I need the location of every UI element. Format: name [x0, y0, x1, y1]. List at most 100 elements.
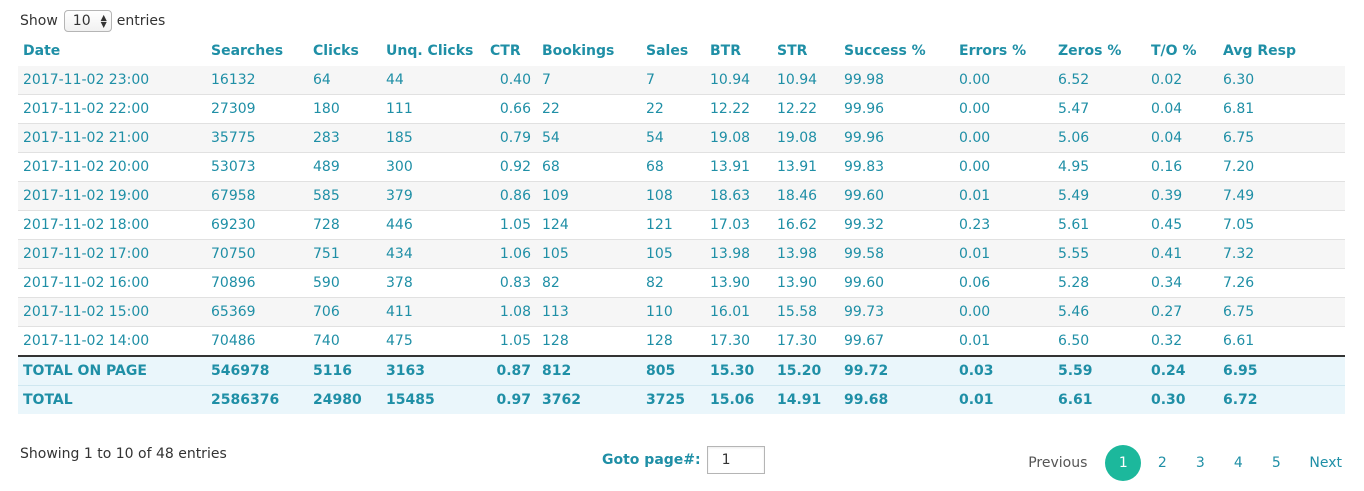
total-cell-t-o: 0.24	[1146, 355, 1218, 386]
cell-errors: 0.01	[954, 181, 1053, 211]
column-header-btr[interactable]: BTR	[710, 43, 742, 59]
table-row: 2017-11-02 16:00 70896 590 378 0.83 82 82 13.90…	[18, 268, 1345, 298]
column-header-bookings[interactable]: Bookings	[542, 43, 615, 59]
total-cell-searches: 546978	[206, 355, 308, 386]
column-header-avg-resp[interactable]: Avg Resp	[1223, 43, 1296, 59]
cell-btr: 12.22	[705, 94, 772, 124]
cell-zeros: 6.50	[1053, 326, 1146, 356]
total-cell-clicks: 24980	[308, 385, 381, 414]
cell-success: 99.60	[839, 268, 954, 298]
cell-ctr: 0.79	[485, 123, 537, 153]
page-1-button[interactable]: 1	[1105, 445, 1142, 481]
column-header-zeros[interactable]: Zeros %	[1058, 43, 1122, 59]
table-row: 2017-11-02 22:00 27309 180 111 0.66 22 22 12.22…	[18, 94, 1345, 124]
goto-page: Goto page#:	[602, 446, 765, 474]
cell-searches: 70486	[206, 326, 308, 356]
cell-clicks: 283	[308, 123, 381, 153]
cell-avg-resp: 6.61	[1218, 326, 1345, 356]
cell-clicks: 728	[308, 210, 381, 240]
column-header-ctr[interactable]: CTR	[490, 43, 521, 59]
page-2-button[interactable]: 2	[1157, 455, 1167, 471]
page-length-select[interactable]: 10 ▲ ▼	[63, 10, 112, 32]
page-5-button[interactable]: 5	[1271, 455, 1281, 471]
cell-date: 2017-11-02 23:00	[18, 66, 206, 95]
table-row: 2017-11-02 14:00 70486 740 475 1.05 128 128 17.…	[18, 326, 1345, 356]
page-3-button[interactable]: 3	[1195, 455, 1205, 471]
cell-str: 19.08	[772, 123, 839, 153]
cell-searches: 69230	[206, 210, 308, 240]
total-cell-bookings: 812	[537, 355, 641, 386]
cell-success: 99.58	[839, 239, 954, 269]
column-header-searches[interactable]: Searches	[211, 43, 284, 59]
column-header-t-o[interactable]: T/O %	[1151, 43, 1197, 59]
cell-clicks: 489	[308, 152, 381, 182]
total-cell-success: 99.72	[839, 355, 954, 386]
cell-bookings: 54	[537, 123, 641, 153]
cell-bookings: 113	[537, 297, 641, 327]
cell-t-o: 0.32	[1146, 326, 1218, 356]
cell-str: 10.94	[772, 66, 839, 95]
column-header-date[interactable]: Date	[23, 43, 61, 59]
column-header-clicks[interactable]: Clicks	[313, 43, 359, 59]
cell-date: 2017-11-02 20:00	[18, 152, 206, 182]
total-cell-avg-resp: 6.72	[1218, 385, 1345, 414]
cell-str: 16.62	[772, 210, 839, 240]
cell-ctr: 0.83	[485, 268, 537, 298]
cell-btr: 13.90	[705, 268, 772, 298]
total-cell-clicks: 5116	[308, 355, 381, 386]
cell-success: 99.98	[839, 66, 954, 95]
cell-btr: 13.98	[705, 239, 772, 269]
previous-page-button[interactable]: Previous	[1028, 455, 1088, 471]
total-row: TOTAL 2586376 24980 15485 0.97 3762 3725 15.06 1…	[18, 385, 1345, 414]
cell-str: 12.22	[772, 94, 839, 124]
cell-unq-clicks: 379	[381, 181, 485, 211]
next-page-button[interactable]: Next	[1309, 455, 1342, 471]
column-header-str[interactable]: STR	[777, 43, 808, 59]
cell-searches: 65369	[206, 297, 308, 327]
cell-date: 2017-11-02 14:00	[18, 326, 206, 356]
cell-clicks: 180	[308, 94, 381, 124]
cell-btr: 19.08	[705, 123, 772, 153]
column-header-errors[interactable]: Errors %	[959, 43, 1027, 59]
column-header-sales[interactable]: Sales	[646, 43, 689, 59]
cell-sales: 128	[641, 326, 705, 356]
cell-avg-resp: 6.30	[1218, 66, 1345, 95]
cell-searches: 27309	[206, 94, 308, 124]
cell-errors: 0.01	[954, 239, 1053, 269]
goto-page-input[interactable]	[706, 446, 765, 474]
cell-ctr: 1.05	[485, 210, 537, 240]
total-cell-success: 99.68	[839, 385, 954, 414]
cell-avg-resp: 7.32	[1218, 239, 1345, 269]
cell-success: 99.96	[839, 123, 954, 153]
cell-ctr: 0.40	[485, 66, 537, 95]
column-header-unq-clicks[interactable]: Unq. Clicks	[386, 43, 474, 59]
cell-bookings: 7	[537, 66, 641, 95]
table-info: Showing 1 to 10 of 48 entries	[20, 446, 227, 462]
cell-bookings: 105	[537, 239, 641, 269]
cell-avg-resp: 6.75	[1218, 123, 1345, 153]
cell-unq-clicks: 300	[381, 152, 485, 182]
cell-errors: 0.01	[954, 326, 1053, 356]
cell-zeros: 5.06	[1053, 123, 1146, 153]
total-on-page-row: TOTAL ON PAGE 546978 5116 3163 0.87 812 805 15.…	[18, 355, 1345, 386]
cell-ctr: 0.66	[485, 94, 537, 124]
total-cell-btr: 15.06	[705, 385, 772, 414]
cell-t-o: 0.34	[1146, 268, 1218, 298]
total-cell-btr: 15.30	[705, 355, 772, 386]
cell-sales: 7	[641, 66, 705, 95]
cell-zeros: 5.28	[1053, 268, 1146, 298]
cell-t-o: 0.41	[1146, 239, 1218, 269]
cell-searches: 16132	[206, 66, 308, 95]
column-header-success[interactable]: Success %	[844, 43, 926, 59]
total-cell-date: TOTAL ON PAGE	[18, 355, 206, 386]
cell-avg-resp: 7.26	[1218, 268, 1345, 298]
cell-bookings: 124	[537, 210, 641, 240]
cell-errors: 0.00	[954, 123, 1053, 153]
cell-unq-clicks: 185	[381, 123, 485, 153]
total-cell-sales: 3725	[641, 385, 705, 414]
cell-zeros: 4.95	[1053, 152, 1146, 182]
page-4-button[interactable]: 4	[1233, 455, 1243, 471]
cell-clicks: 751	[308, 239, 381, 269]
cell-sales: 54	[641, 123, 705, 153]
